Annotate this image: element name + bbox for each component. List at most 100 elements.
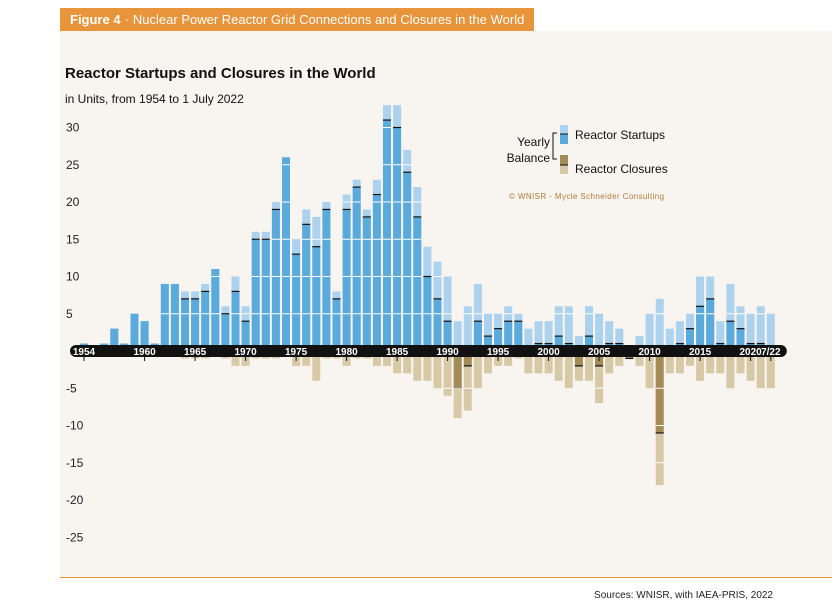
balance-bar-negative: [463, 351, 472, 366]
startup-bar: [756, 306, 765, 351]
startup-bar: [766, 313, 775, 351]
balance-bar-positive: [110, 328, 119, 351]
balance-bar-positive: [514, 321, 523, 351]
balance-bar-positive: [585, 336, 593, 351]
balance-bar-negative: [453, 351, 462, 389]
closure-bar: [736, 351, 745, 374]
balance-bar-positive: [403, 172, 412, 351]
closure-bar: [554, 351, 563, 381]
x-tick-label: 7/22: [761, 347, 781, 358]
x-tick-label: 1960: [133, 347, 156, 358]
x-tick-label: 1954: [73, 347, 96, 358]
balance-bar-positive: [383, 120, 391, 351]
legend-group-label: Balance: [507, 151, 551, 165]
startup-bar: [746, 313, 755, 351]
startup-bar: [463, 306, 472, 351]
y-tick-label: 15: [66, 232, 80, 246]
y-tick-label: -20: [66, 493, 84, 507]
balance-bar-positive: [342, 209, 351, 351]
startup-bar: [645, 313, 654, 351]
closure-bar: [595, 351, 604, 404]
x-tick-label: 1990: [436, 347, 459, 358]
balance-bar-negative: [655, 351, 664, 433]
startup-bar: [554, 306, 563, 351]
chart-title: Reactor Startups and Closures in the Wor…: [65, 65, 376, 82]
closure-bar: [473, 351, 482, 389]
balance-bar-positive: [352, 187, 361, 351]
y-tick-label: 20: [66, 195, 80, 209]
balance-bar-positive: [181, 298, 189, 351]
x-tick-label: 2020: [739, 347, 762, 358]
x-axis-band: [70, 345, 787, 357]
closure-bar: [766, 351, 775, 389]
closure-bar: [544, 351, 553, 374]
startup-bar: [605, 321, 614, 351]
balance-bar-positive: [201, 291, 210, 351]
x-tick-label: 1985: [386, 347, 409, 358]
closure-bar: [706, 351, 715, 374]
closure-bar: [231, 351, 240, 366]
balance-bar-positive: [433, 298, 442, 351]
startup-bar: [675, 321, 684, 351]
figure-number: Figure 4: [70, 12, 121, 27]
figure-header: Figure 4 · Nuclear Power Reactor Grid Co…: [60, 8, 535, 31]
closure-bar: [686, 351, 694, 366]
startup-bar: [665, 328, 674, 351]
balance-bar-positive: [130, 313, 139, 351]
closure-bar: [675, 351, 684, 374]
startup-bar: [473, 283, 482, 351]
balance-bar-positive: [473, 321, 482, 351]
legend-swatch-startups: [560, 134, 568, 144]
chart-watermark: © WNISR - Mycle Schneider Consulting: [509, 192, 664, 201]
startup-bar: [453, 321, 462, 351]
legend-swatch-closures-light: [560, 165, 568, 174]
y-tick-label: -25: [66, 530, 84, 544]
startup-bar: [534, 321, 543, 351]
balance-bar-positive: [170, 283, 179, 351]
balance-bar-positive: [443, 321, 452, 351]
balance-bar-positive: [494, 328, 503, 351]
x-tick-label: 2000: [537, 347, 560, 358]
balance-bar-positive: [484, 336, 492, 351]
closure-bar: [302, 351, 311, 366]
closure-bar: [756, 351, 765, 389]
balance-bar-positive: [332, 298, 341, 351]
balance-bar-positive: [696, 306, 705, 351]
balance-bar-positive: [302, 224, 311, 351]
chart-subtitle: in Units, from 1954 to 1 July 2022: [65, 92, 244, 106]
figure-separator: ·: [124, 12, 129, 27]
startup-bar: [574, 336, 583, 351]
balance-bar-positive: [736, 328, 745, 351]
balance-bar-positive: [413, 216, 422, 351]
closure-bar: [484, 351, 492, 374]
balance-bar-positive: [261, 239, 270, 351]
closure-bar: [403, 351, 412, 374]
closure-bar: [413, 351, 422, 381]
balance-bar-positive: [372, 194, 381, 351]
startup-bar: [726, 283, 735, 351]
balance-bar-positive: [241, 321, 250, 351]
closure-bar: [615, 351, 624, 366]
startup-bar: [716, 321, 725, 351]
y-tick-label: -15: [66, 456, 84, 470]
balance-bar-positive: [686, 328, 694, 351]
balance-bar-positive: [282, 157, 290, 351]
balance-bar-positive: [231, 291, 240, 351]
balance-bar-positive: [726, 321, 735, 351]
x-tick-label: 2005: [588, 347, 611, 358]
x-tick-label: 1970: [234, 347, 257, 358]
closure-bar: [312, 351, 321, 381]
chart-panel: Reactor Startups and Closures in the Wor…: [60, 31, 832, 578]
closure-bar: [383, 351, 391, 366]
balance-bar-positive: [362, 216, 371, 351]
balance-bar-positive: [191, 298, 200, 351]
closure-bar: [716, 351, 725, 374]
y-tick-label: 10: [66, 270, 80, 284]
balance-bar-negative: [574, 351, 583, 366]
x-tick-label: 2015: [689, 347, 712, 358]
y-tick-label: 30: [66, 121, 80, 135]
startup-bar: [564, 306, 573, 351]
closure-bar: [645, 351, 654, 389]
closure-bar: [504, 351, 513, 366]
balance-bar-positive: [292, 254, 301, 351]
